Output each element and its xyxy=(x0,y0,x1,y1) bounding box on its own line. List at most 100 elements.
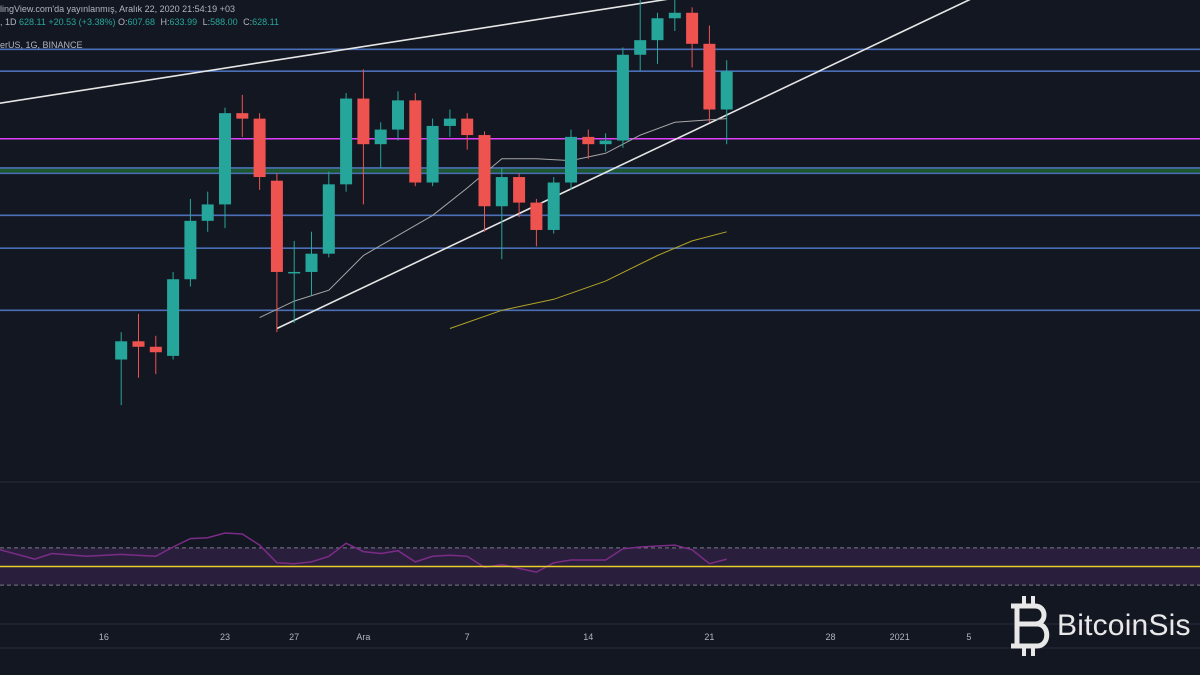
candle-2020-12-10[interactable] xyxy=(513,173,526,218)
low-value: 588.00 xyxy=(210,17,238,27)
candle-body xyxy=(668,12,681,19)
candle-body xyxy=(219,113,231,205)
x-tick-label: 28 xyxy=(825,632,836,642)
candle-2020-11-28[interactable] xyxy=(305,231,318,296)
candle-2020-11-25[interactable] xyxy=(253,113,266,190)
candle-body xyxy=(461,118,474,136)
symbol-text: erUS, 1G, BINANCE xyxy=(0,40,83,50)
trendline-2 xyxy=(276,0,971,330)
rsi-line xyxy=(0,532,727,573)
candle-body xyxy=(322,184,335,254)
last-price: 628.11 xyxy=(19,17,46,27)
candle-2020-11-23[interactable] xyxy=(219,107,231,229)
candles[interactable] xyxy=(115,0,733,406)
close-value: 628.11 xyxy=(252,17,280,27)
candle-2020-11-21[interactable] xyxy=(184,198,197,287)
candle-2020-11-27[interactable] xyxy=(288,240,301,324)
rsi-panel xyxy=(0,481,1200,586)
open-label: O: xyxy=(117,17,128,27)
candle-body xyxy=(201,204,214,221)
open-value: 607.68 xyxy=(127,17,156,27)
candle-2020-12-05[interactable] xyxy=(426,118,439,187)
candle-body xyxy=(616,54,629,141)
low-label: L: xyxy=(202,17,211,27)
x-tick-label: 23 xyxy=(219,632,231,642)
x-tick-label: 21 xyxy=(704,632,715,642)
candle-body xyxy=(167,279,180,356)
candle-2020-12-20[interactable] xyxy=(686,7,699,68)
candle-2020-12-18[interactable] xyxy=(651,12,664,64)
candle-body xyxy=(530,202,543,230)
candle-body xyxy=(565,136,577,183)
candle-2020-11-19[interactable] xyxy=(149,335,162,375)
candle-2020-12-04[interactable] xyxy=(409,93,422,187)
candle-body xyxy=(374,129,387,145)
x-tick-label: 7 xyxy=(464,632,470,642)
candle-2020-11-18[interactable] xyxy=(132,313,145,378)
x-tick-label: 16 xyxy=(98,632,109,642)
green-support-band xyxy=(0,167,1200,174)
candle-body xyxy=(149,346,162,353)
candle-2020-12-19[interactable] xyxy=(668,0,681,32)
candle-body xyxy=(409,100,422,183)
candle-body xyxy=(478,135,491,207)
candle-body xyxy=(305,253,318,272)
candle-2020-12-08[interactable] xyxy=(478,131,491,232)
candle-2020-12-17[interactable] xyxy=(634,0,647,72)
candle-body xyxy=(443,118,456,126)
x-tick-label: 27 xyxy=(289,632,300,642)
trendline-1 xyxy=(0,0,668,104)
horizontal-levels xyxy=(0,48,1200,312)
candle-2020-12-03[interactable] xyxy=(392,91,404,141)
candle-body xyxy=(703,43,716,110)
price-change: +20.53 (+3.38%) xyxy=(48,17,116,27)
candle-2020-11-20[interactable] xyxy=(167,271,180,360)
candle-2020-12-06[interactable] xyxy=(443,109,456,137)
ma-long-line xyxy=(449,231,727,329)
watermark-logo: BitcoinSis xyxy=(1003,594,1191,658)
candle-2020-12-02[interactable] xyxy=(374,122,387,168)
candle-body xyxy=(495,177,508,207)
candle-body xyxy=(426,125,439,183)
candle-2020-12-13[interactable] xyxy=(565,129,577,190)
candle-body xyxy=(115,341,128,360)
candle-body xyxy=(547,182,560,230)
candle-2020-12-07[interactable] xyxy=(461,113,474,150)
candle-body xyxy=(582,136,595,145)
logo-text: BitcoinSis xyxy=(1057,609,1191,642)
candle-2020-12-16[interactable] xyxy=(616,47,629,148)
published-line: lingView.com'da yayınlanmış, Aralık 22, … xyxy=(0,4,235,14)
candle-2020-12-21[interactable] xyxy=(703,25,716,123)
candle-body xyxy=(270,180,283,272)
candle-2020-11-24[interactable] xyxy=(236,94,249,137)
candle-body xyxy=(599,140,612,145)
candle-body xyxy=(686,12,699,44)
candle-2020-12-11[interactable] xyxy=(530,198,543,247)
candle-2020-12-14[interactable] xyxy=(582,129,595,159)
candle-2020-11-17[interactable] xyxy=(115,332,128,406)
ohlc-line: , 1D 628.11 +20.53 (+3.38%) O:607.68 H:6… xyxy=(0,17,282,27)
candle-2020-12-01[interactable] xyxy=(357,69,370,205)
candle-2020-12-22[interactable] xyxy=(720,60,733,145)
candle-2020-12-12[interactable] xyxy=(547,177,560,234)
candle-2020-12-15[interactable] xyxy=(599,133,612,152)
candle-body xyxy=(132,341,145,347)
x-tick-label: 5 xyxy=(966,632,972,642)
candle-2020-11-22[interactable] xyxy=(201,191,214,232)
ohlc-prefix: , 1D xyxy=(0,17,17,27)
high-value: 633.99 xyxy=(169,17,198,27)
x-axis xyxy=(0,623,1200,649)
x-tick-label: 14 xyxy=(583,632,594,642)
symbol-line: erUS, 1G, BINANCE xyxy=(0,40,83,50)
candle-body xyxy=(651,18,664,41)
x-tick-label: 2021 xyxy=(889,632,910,642)
candle-2020-11-30[interactable] xyxy=(340,93,353,192)
x-tick-label: Ara xyxy=(356,632,371,642)
candle-body xyxy=(634,40,647,55)
candle-2020-11-29[interactable] xyxy=(322,171,335,258)
candle-body xyxy=(513,177,526,203)
candle-body xyxy=(357,98,370,145)
candle-2020-12-09[interactable] xyxy=(495,167,508,260)
candle-2020-11-26[interactable] xyxy=(270,173,283,333)
